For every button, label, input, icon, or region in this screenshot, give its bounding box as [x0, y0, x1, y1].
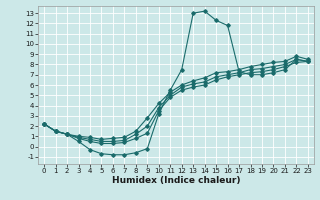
- X-axis label: Humidex (Indice chaleur): Humidex (Indice chaleur): [112, 176, 240, 185]
